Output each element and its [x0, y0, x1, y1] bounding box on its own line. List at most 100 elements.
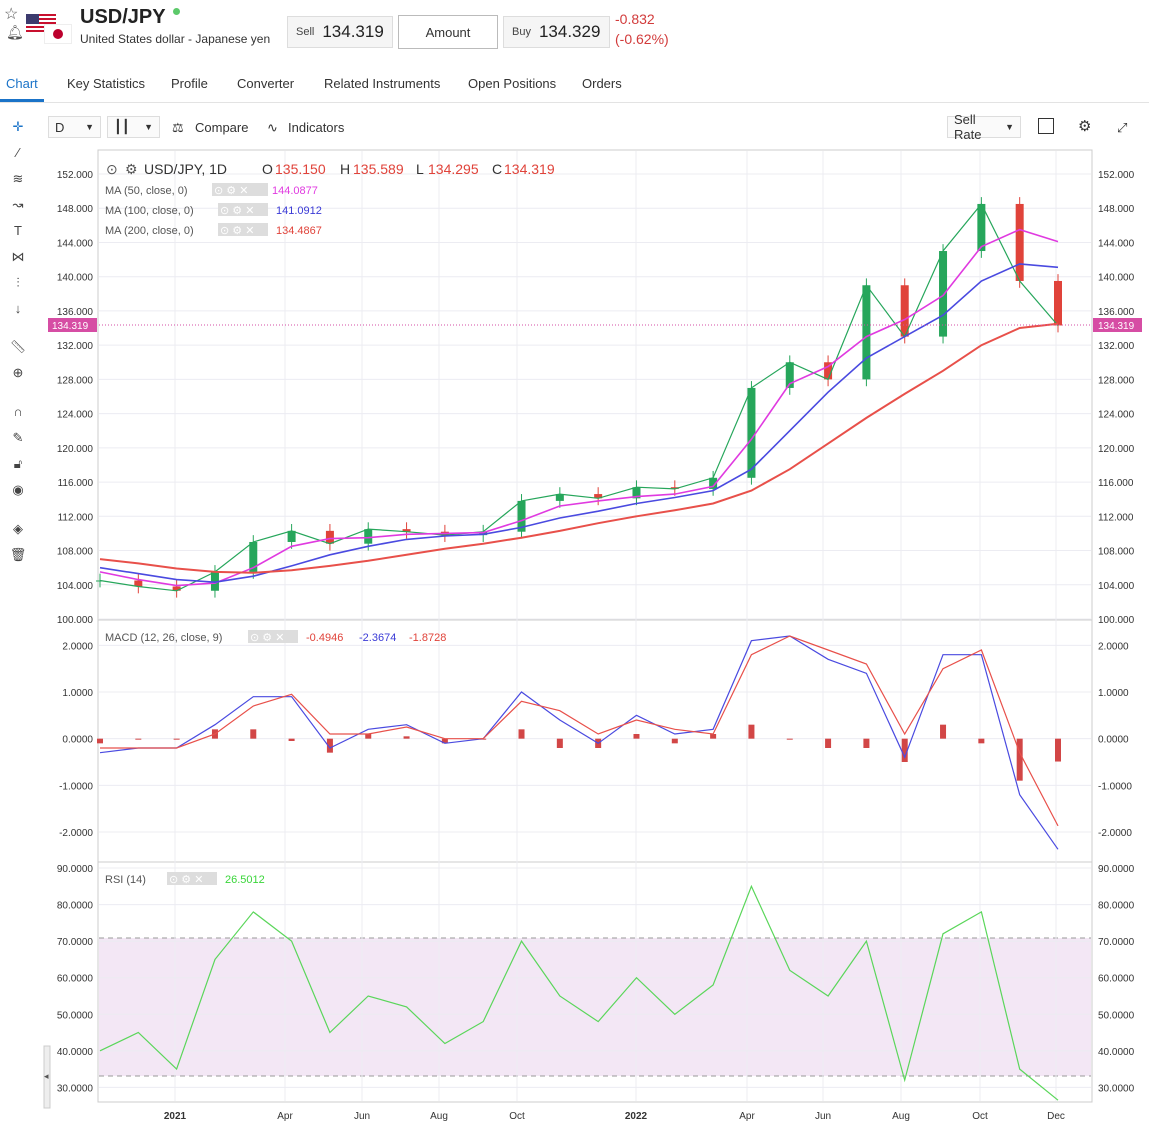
macd-controls-icons: ⊙ ⚙ ✕ — [250, 632, 284, 644]
price-candle — [172, 586, 181, 591]
x-tick-label: Oct — [509, 1111, 525, 1122]
main-y-tick-label-right: 136.000 — [1098, 307, 1135, 318]
indicators-button[interactable]: Indicators — [288, 120, 345, 135]
trash-icon[interactable]: 🗑︎ — [9, 547, 27, 562]
favorite-star-icon[interactable]: ☆ — [4, 6, 19, 23]
main-y-tick-label-left: 140.000 — [57, 273, 94, 284]
price-candle — [594, 494, 603, 499]
rsi-controls[interactable] — [167, 872, 217, 885]
macd-line — [99, 635, 1059, 850]
macd-signal-value: -1.8728 — [409, 632, 446, 644]
magnet-icon[interactable]: ∩ — [13, 404, 23, 419]
layers-icon[interactable]: ◈ — [13, 521, 23, 536]
rsi-value: 26.5012 — [225, 874, 265, 886]
rsi-y-tick-label-left: 60.0000 — [57, 974, 94, 985]
macd-controls[interactable] — [248, 630, 298, 643]
price-candle — [555, 494, 564, 501]
buy-label: Buy — [512, 26, 531, 38]
price-candle — [900, 285, 909, 337]
tab-chart[interactable]: Chart — [6, 76, 38, 91]
compare-icon[interactable]: ⚖ — [172, 120, 184, 135]
price-scale-handle[interactable] — [43, 1045, 51, 1109]
interval-select[interactable]: D ▼ — [48, 116, 101, 138]
zoom-in-icon[interactable]: ⊕ — [12, 365, 24, 380]
macd-y-tick-label-right: 0.0000 — [1098, 735, 1129, 746]
macd-histogram-bar — [365, 734, 372, 739]
text-icon[interactable]: T — [14, 223, 22, 238]
main-y-tick-label-left: 148.000 — [57, 204, 94, 215]
ma100-label: MA (100, close, 0) — [105, 205, 194, 217]
ruler-icon[interactable]: 📏︎ — [9, 339, 27, 354]
sell-button[interactable]: Sell 134.319 — [287, 16, 393, 48]
macd-y-tick-label-right: 1.0000 — [1098, 688, 1129, 699]
ma50-controls[interactable] — [212, 183, 268, 196]
tab-profile[interactable]: Profile — [171, 76, 208, 91]
rsi-y-tick-label-right: 70.0000 — [1098, 937, 1135, 948]
rsi-y-tick-label-left: 30.0000 — [57, 1083, 94, 1094]
tab-open-positions[interactable]: Open Positions — [468, 76, 557, 91]
fib-icon[interactable]: ≋ — [12, 171, 24, 186]
legend-open-label: O — [262, 161, 273, 177]
x-tick-label: Dec — [1047, 1111, 1065, 1122]
tab-key-statistics[interactable]: Key Statistics — [67, 76, 146, 91]
chart-type-select[interactable]: ┃┃ ▼ — [107, 116, 160, 138]
amount-input[interactable]: Amount — [398, 15, 498, 49]
projection-icon[interactable]: ⋈ — [11, 249, 25, 264]
macd-histogram-bar — [288, 738, 295, 741]
price-candle — [287, 530, 296, 542]
compare-button[interactable]: Compare — [195, 120, 249, 135]
crosshair-icon[interactable]: ✛ — [12, 119, 24, 134]
ma100-line — [99, 263, 1059, 584]
main-y-tick-label-right: 140.000 — [1098, 273, 1135, 284]
sell-label: Sell — [296, 26, 315, 38]
price-alert-icon[interactable]: 🔔︎ — [6, 24, 24, 40]
price-candle — [785, 362, 794, 388]
measure-icon[interactable]: ⫶ — [16, 275, 20, 290]
pattern-icon[interactable]: ↝ — [12, 197, 24, 212]
ma100-controls[interactable] — [218, 203, 268, 216]
main-y-tick-label-left: 152.000 — [57, 170, 94, 181]
price-change-percent: (-0.62%) — [615, 31, 669, 47]
draw-lock-icon[interactable]: ✎ — [12, 430, 24, 445]
rate-type-value: Sell Rate — [954, 112, 982, 142]
rate-type-select[interactable]: Sell Rate ▼ — [947, 112, 1021, 142]
main-y-tick-label-right: 108.000 — [1098, 547, 1135, 558]
price-candle — [210, 571, 219, 591]
price-candle — [325, 530, 334, 544]
ma200-controls-icons: ⊙ ⚙ ✕ — [220, 225, 254, 237]
candlestick-icon: ┃┃ — [114, 119, 130, 134]
tab-converter[interactable]: Converter — [237, 76, 295, 91]
main-y-tick-label-left: 124.000 — [57, 410, 94, 421]
ma50-label: MA (50, close, 0) — [105, 185, 188, 197]
ma200-controls[interactable] — [218, 223, 268, 236]
ma200-label: MA (200, close, 0) — [105, 225, 194, 237]
main-pane — [97, 149, 1093, 621]
main-y-tick-label-left: 112.000 — [58, 512, 94, 523]
arrow-down-icon[interactable]: ↓ — [14, 301, 22, 316]
macd-histogram-bar — [825, 738, 832, 748]
buy-button[interactable]: Buy 134.329 — [503, 16, 610, 48]
gear-icon[interactable]: ⚙ — [1078, 118, 1092, 135]
price-candle — [709, 477, 718, 489]
legend-settings-icon[interactable]: ⚙ — [125, 161, 138, 177]
screenshot-checkbox[interactable] — [1038, 118, 1054, 134]
main-y-tick-label-left: 116.000 — [58, 478, 94, 489]
indicators-icon[interactable]: ∿ — [267, 120, 278, 135]
fullscreen-icon[interactable]: ⤢ — [1117, 120, 1128, 135]
macd-histogram-bar — [710, 734, 717, 739]
lock-icon[interactable]: 🔓︎ — [13, 456, 23, 471]
chevron-down-icon: ▼ — [1005, 122, 1014, 132]
eye-icon[interactable]: ◉ — [12, 482, 24, 497]
legend-collapse-icon[interactable]: ⊙ — [106, 161, 118, 177]
price-candle — [1015, 203, 1024, 281]
tab-orders[interactable]: Orders — [582, 76, 622, 91]
price-candle — [402, 529, 411, 532]
price-candle — [364, 529, 373, 544]
active-tab-indicator — [0, 99, 44, 102]
macd-signal-line — [100, 635, 1059, 827]
macd-histogram-bar — [1055, 738, 1061, 762]
trend-line-icon[interactable]: ⁄ — [16, 145, 20, 160]
macd-histogram-bar — [441, 738, 448, 744]
tab-related-instruments[interactable]: Related Instruments — [324, 76, 441, 91]
